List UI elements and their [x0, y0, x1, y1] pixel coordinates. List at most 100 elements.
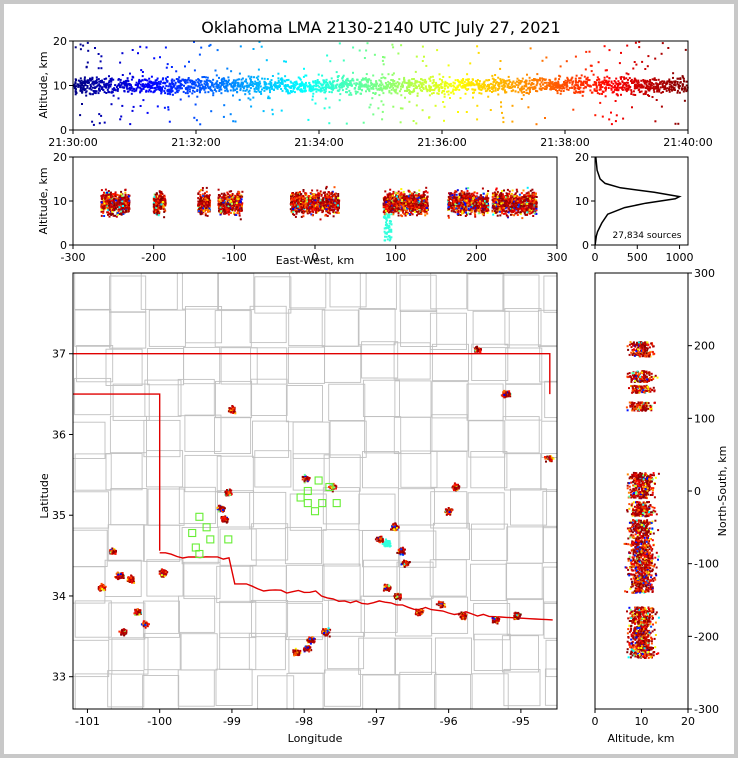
source-point [293, 214, 296, 216]
source-point [328, 91, 331, 93]
source-point [198, 53, 201, 56]
source-point [328, 206, 331, 209]
source-point [201, 204, 203, 207]
source-point [638, 40, 641, 43]
source-point [525, 79, 528, 82]
source-point [263, 83, 266, 86]
source-point [208, 195, 210, 198]
source-point [268, 82, 271, 85]
source-point [592, 73, 595, 76]
source-point [432, 79, 435, 82]
source-point [645, 83, 648, 86]
source-point [488, 83, 491, 86]
source-point [507, 82, 510, 85]
source-point [541, 87, 544, 90]
source-point [128, 204, 130, 207]
source-point [368, 85, 371, 88]
source-point [259, 85, 262, 88]
source-point [164, 87, 167, 90]
source-point [531, 86, 534, 89]
source-point [662, 86, 664, 89]
source-point [221, 77, 224, 80]
source-point [434, 87, 437, 90]
source-point [676, 77, 679, 80]
source-point [107, 85, 110, 88]
source-point [377, 85, 380, 87]
source-point [173, 79, 176, 82]
source-point [564, 83, 567, 86]
source-point [651, 96, 654, 98]
source-point [174, 81, 177, 84]
source-point [258, 91, 261, 93]
source-point [86, 85, 89, 87]
source-point [307, 118, 310, 121]
source-point [298, 201, 301, 204]
source-point [200, 80, 203, 83]
source-point [216, 83, 219, 86]
source-point [312, 194, 315, 197]
source-point [150, 75, 153, 78]
source-point [298, 206, 301, 209]
source-point [497, 84, 500, 86]
source-point [401, 81, 404, 84]
source-point [682, 76, 685, 79]
source-point [422, 83, 425, 86]
source-point [487, 84, 489, 86]
source-point [191, 80, 194, 83]
source-point [545, 85, 548, 88]
source-point [120, 83, 123, 86]
source-point [429, 76, 432, 79]
source-point [296, 83, 299, 86]
source-point [111, 213, 114, 215]
source-point [368, 88, 370, 91]
source-point [598, 81, 600, 84]
source-point [297, 86, 300, 89]
source-point [74, 78, 77, 81]
source-point [171, 81, 174, 84]
source-point [176, 85, 179, 88]
source-point [204, 85, 207, 88]
source-point [406, 90, 408, 92]
source-point [202, 193, 205, 196]
source-point [209, 89, 212, 92]
source-point [290, 86, 292, 89]
source-point [325, 185, 328, 188]
source-point [317, 89, 320, 92]
source-point [612, 82, 615, 85]
source-point [228, 203, 231, 206]
source-point [306, 208, 309, 211]
source-point [300, 215, 303, 218]
source-point [293, 83, 296, 86]
source-point [419, 89, 422, 92]
source-point [75, 92, 78, 94]
source-point [368, 78, 371, 81]
source-point [396, 85, 399, 88]
source-point [297, 76, 300, 79]
source-point [624, 82, 627, 85]
source-point [438, 78, 441, 81]
source-point [207, 201, 210, 203]
source-point [412, 85, 415, 87]
source-point [248, 89, 251, 92]
source-point [125, 80, 128, 83]
source-point [203, 82, 206, 85]
source-point [679, 77, 682, 80]
source-point [86, 61, 89, 64]
source-point [156, 105, 159, 108]
source-point [497, 81, 500, 84]
source-point [381, 88, 383, 91]
source-point [223, 79, 226, 82]
source-point [530, 83, 533, 86]
source-point [191, 92, 194, 95]
source-point [189, 85, 192, 88]
source-point [204, 214, 207, 217]
source-point [676, 81, 679, 83]
source-point [80, 86, 83, 89]
source-point [625, 90, 628, 93]
source-point [266, 86, 269, 89]
source-point [521, 91, 524, 94]
source-point [324, 214, 327, 217]
source-point [293, 199, 296, 202]
source-point [294, 215, 297, 218]
source-point [670, 84, 673, 87]
